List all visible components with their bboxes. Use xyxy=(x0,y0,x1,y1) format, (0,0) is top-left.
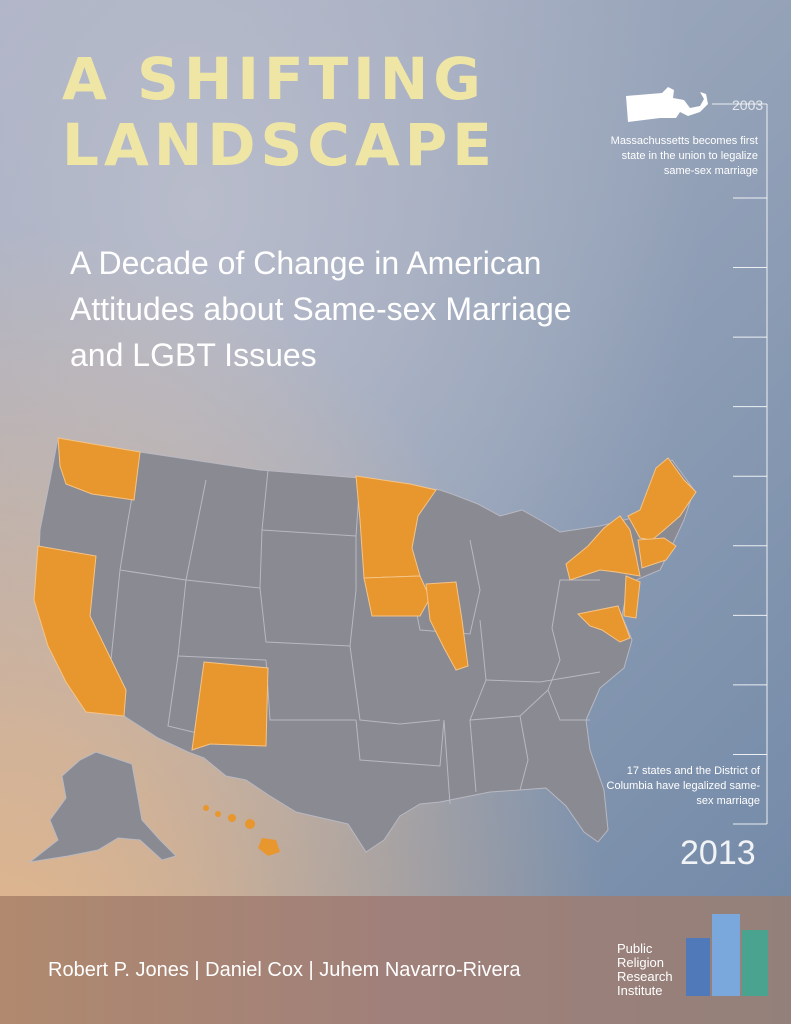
state-illinois xyxy=(425,581,469,671)
state-hawaii xyxy=(203,805,280,856)
subtitle-line-1: A Decade of Change in American xyxy=(70,245,542,281)
state-iowa xyxy=(363,575,431,617)
timeline-end-note: 17 states and the District of Columbia h… xyxy=(606,765,760,807)
timeline-start-year: 2003 xyxy=(732,97,764,113)
org-name-line-4: Institute xyxy=(617,983,663,998)
state-minnesota xyxy=(355,475,437,579)
state-california xyxy=(33,545,127,717)
state-new-jersey xyxy=(623,575,641,619)
author-list: Robert P. Jones | Daniel Cox | Juhem Nav… xyxy=(48,959,521,981)
prri-logo xyxy=(686,914,768,996)
subtitle-line-2: Attitudes about Same-sex Marriage xyxy=(70,291,572,327)
timeline-ticks xyxy=(733,197,767,825)
state-new-mexico xyxy=(191,661,269,751)
us-mainland xyxy=(37,437,695,853)
state-new-york xyxy=(565,515,641,581)
org-name-line-2: Religion xyxy=(617,955,664,970)
timeline-start-note: Massachussetts becomes first state in th… xyxy=(610,135,758,177)
highlighted-states xyxy=(33,437,697,751)
org-name-line-3: Research xyxy=(617,969,673,984)
massachusetts-icon xyxy=(626,87,708,122)
report-title: A SHIFTING LANDSCAPE xyxy=(62,46,497,178)
report-subtitle: A Decade of Change in American Attitudes… xyxy=(70,240,670,378)
org-name-line-1: Public xyxy=(617,941,653,956)
state-washington xyxy=(57,437,141,501)
logo-bar-right xyxy=(742,930,768,996)
state-alaska xyxy=(28,751,177,863)
subtitle-line-3: and LGBT Issues xyxy=(70,337,317,373)
us-map xyxy=(28,437,697,863)
timeline-end-year: 2013 xyxy=(680,834,756,872)
state-ma-ct-ri xyxy=(637,537,677,569)
state-vermont-nh-me xyxy=(627,457,697,541)
title-line-2: LANDSCAPE xyxy=(62,111,497,179)
state-maryland-delaware xyxy=(576,605,631,643)
title-line-1: A SHIFTING xyxy=(62,45,486,113)
logo-bar-middle xyxy=(712,914,740,996)
footer-band xyxy=(0,896,791,1024)
logo-bar-left xyxy=(686,938,710,996)
org-name: Public Religion Research Institute xyxy=(617,942,673,998)
